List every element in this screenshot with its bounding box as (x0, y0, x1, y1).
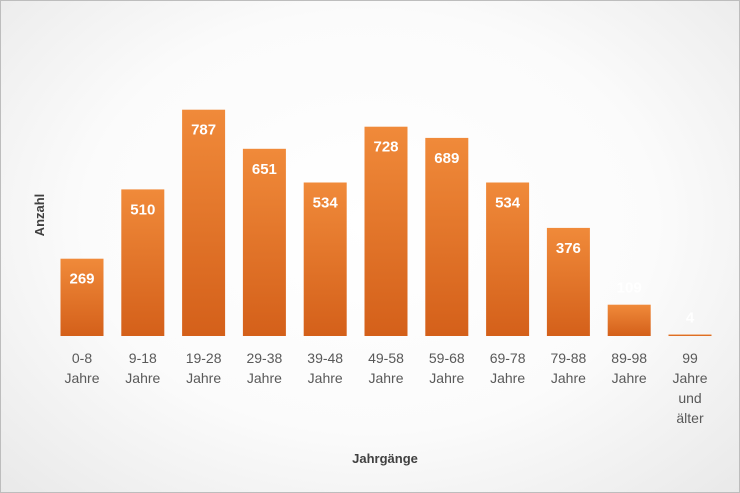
x-tick-label-line: Jahre (368, 370, 403, 386)
x-tick-label-4: 39-48 Jahre (307, 350, 343, 386)
x-tick-label-line: 19-28 (186, 350, 222, 366)
bar-7 (486, 182, 530, 336)
bar-10 (668, 334, 712, 336)
x-tick-label-3: 29-38 Jahre (246, 350, 282, 386)
x-tick-label-line: und (678, 390, 701, 406)
bar-8 (546, 227, 590, 336)
x-axis-title: Jahrgänge (352, 451, 418, 466)
x-tick-label-1: 9-18 Jahre (125, 350, 160, 386)
x-tick-label-line: Jahre (125, 370, 160, 386)
x-tick-label-line: Jahre (612, 370, 647, 386)
x-tick-label-line: Jahre (247, 370, 282, 386)
x-tick-label-2: 19-28 Jahre (186, 350, 222, 386)
x-tick-label-line: 89-98 (611, 350, 647, 366)
x-tick-label-line: 9-18 (129, 350, 157, 366)
data-label-5: 728 (373, 139, 398, 156)
y-axis-title: Anzahl (32, 194, 47, 237)
x-tick-label-line: 39-48 (307, 350, 343, 366)
x-tick-label-line: Jahre (551, 370, 586, 386)
data-label-3: 651 (252, 161, 277, 178)
data-label-2: 787 (191, 122, 216, 139)
x-tick-label-line: 29-38 (246, 350, 282, 366)
bar-9 (607, 304, 651, 336)
x-tick-label-line: Jahre (186, 370, 221, 386)
x-tick-label-0: 0-8 Jahre (64, 350, 99, 386)
data-label-9: 109 (617, 280, 642, 297)
bar-5 (364, 126, 408, 336)
data-label-7: 534 (495, 195, 521, 212)
x-tick-label-line: Jahre (672, 370, 707, 386)
bar-4 (303, 182, 347, 336)
x-tick-label-6: 59-68 Jahre (429, 350, 465, 386)
x-tick-label-9: 89-98 Jahre (611, 350, 647, 386)
x-tick-label-10: 99 Jahre und älter (672, 350, 707, 426)
bar-6 (425, 137, 469, 336)
x-tick-label-line: älter (676, 410, 704, 426)
x-tick-label-line: Jahre (429, 370, 464, 386)
bar-1 (121, 189, 165, 336)
data-label-1: 510 (130, 201, 155, 218)
bar-2 (182, 109, 226, 336)
x-tick-label-line: Jahre (490, 370, 525, 386)
x-tick-label-line: Jahre (308, 370, 343, 386)
bar-0 (60, 258, 104, 336)
x-tick-label-8: 79-88 Jahre (550, 350, 586, 386)
x-tick-label-line: 0-8 (72, 350, 92, 366)
bar-3 (242, 148, 286, 336)
x-tick-label-line: 79-88 (550, 350, 586, 366)
data-label-10: 4 (686, 310, 695, 327)
data-labels-group: 269 510 787 651 534 728 689 534 376 109 4 (69, 122, 694, 327)
x-tick-label-line: Jahre (64, 370, 99, 386)
x-tick-label-5: 49-58 Jahre (368, 350, 404, 386)
bars-group (60, 109, 712, 336)
data-label-8: 376 (556, 240, 581, 257)
data-label-4: 534 (313, 195, 339, 212)
x-tick-label-7: 69-78 Jahre (490, 350, 526, 386)
x-tick-label-line: 59-68 (429, 350, 465, 366)
x-tick-label-line: 69-78 (490, 350, 526, 366)
data-label-0: 269 (69, 271, 94, 288)
x-tick-label-line: 49-58 (368, 350, 404, 366)
x-tick-label-line: 99 (682, 350, 698, 366)
data-label-6: 689 (434, 150, 459, 167)
